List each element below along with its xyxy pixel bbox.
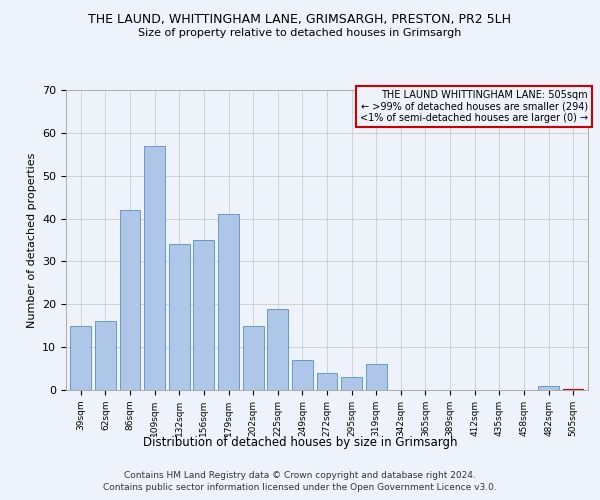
Bar xyxy=(366,364,387,390)
Text: Contains public sector information licensed under the Open Government Licence v3: Contains public sector information licen… xyxy=(103,484,497,492)
Text: Size of property relative to detached houses in Grimsargh: Size of property relative to detached ho… xyxy=(139,28,461,38)
Bar xyxy=(267,308,288,390)
Bar xyxy=(119,210,140,390)
Bar xyxy=(70,326,91,390)
Text: THE LAUND, WHITTINGHAM LANE, GRIMSARGH, PRESTON, PR2 5LH: THE LAUND, WHITTINGHAM LANE, GRIMSARGH, … xyxy=(89,12,511,26)
Bar xyxy=(95,322,116,390)
Bar xyxy=(341,377,362,390)
Bar xyxy=(218,214,239,390)
Bar xyxy=(317,373,337,390)
Bar xyxy=(193,240,214,390)
Bar xyxy=(292,360,313,390)
Bar xyxy=(538,386,559,390)
Bar xyxy=(242,326,263,390)
Bar xyxy=(169,244,190,390)
Y-axis label: Number of detached properties: Number of detached properties xyxy=(26,152,37,328)
Text: THE LAUND WHITTINGHAM LANE: 505sqm
← >99% of detached houses are smaller (294)
<: THE LAUND WHITTINGHAM LANE: 505sqm ← >99… xyxy=(360,90,588,123)
Text: Contains HM Land Registry data © Crown copyright and database right 2024.: Contains HM Land Registry data © Crown c… xyxy=(124,471,476,480)
Bar xyxy=(144,146,165,390)
Text: Distribution of detached houses by size in Grimsargh: Distribution of detached houses by size … xyxy=(143,436,457,449)
